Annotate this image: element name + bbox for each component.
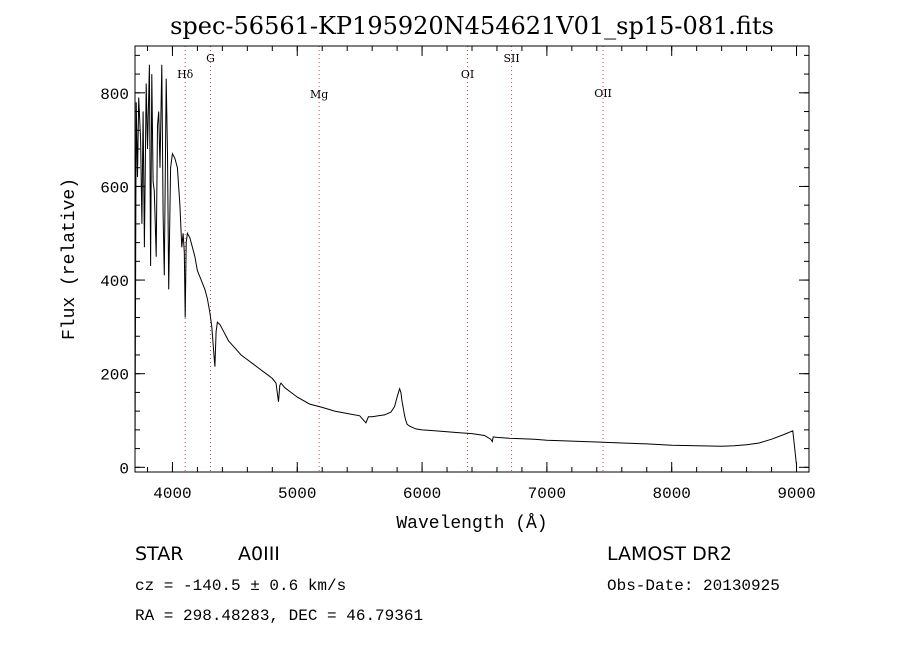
spectrum-series: [134, 64, 797, 466]
object-subclass: A0III: [238, 543, 280, 565]
line-label-2: Mg: [310, 88, 328, 101]
y-axis-label: Flux (relative): [60, 178, 80, 340]
line-label-4: SII: [503, 52, 519, 65]
x-tick-label: 8000: [653, 485, 691, 503]
x-tick-label: 9000: [777, 485, 815, 503]
x-tick-label: 5000: [278, 485, 316, 503]
line-label-0: Hδ: [177, 68, 194, 81]
y-tick-label: 400: [100, 273, 129, 291]
y-tick-label: 800: [100, 86, 129, 104]
plot-frame: [134, 45, 810, 473]
axis-ticks: 4000 5000 6000 7000 8000 9000 0 200 400 600 800: [100, 46, 816, 503]
line-label-5: OII: [594, 87, 612, 100]
chart-title: spec-56561-KP195920N454621V01_sp15-081.f…: [170, 12, 774, 40]
spectral-line-markers: Hδ G Mg OI SII OII: [177, 46, 612, 472]
y-tick-label: 600: [100, 179, 129, 197]
x-axis-label: Wavelength (Å): [396, 513, 547, 534]
line-label-1: G: [206, 52, 215, 65]
coordinates: RA = 298.48283, DEC = 46.79361: [135, 607, 423, 625]
redshift-value: cz = -140.5 ± 0.6 km/s: [135, 577, 346, 595]
spectrum-line-0: [134, 64, 797, 466]
y-tick-label: 0: [119, 460, 129, 478]
x-tick-label: 7000: [528, 485, 566, 503]
x-tick-label: 4000: [153, 485, 191, 503]
object-class: STAR: [135, 543, 183, 565]
survey-name: LAMOST DR2: [607, 543, 732, 565]
line-label-3: OI: [461, 68, 474, 81]
y-tick-label: 200: [100, 367, 129, 385]
x-tick-label: 6000: [403, 485, 441, 503]
observation-date: Obs-Date: 20130925: [607, 577, 780, 595]
